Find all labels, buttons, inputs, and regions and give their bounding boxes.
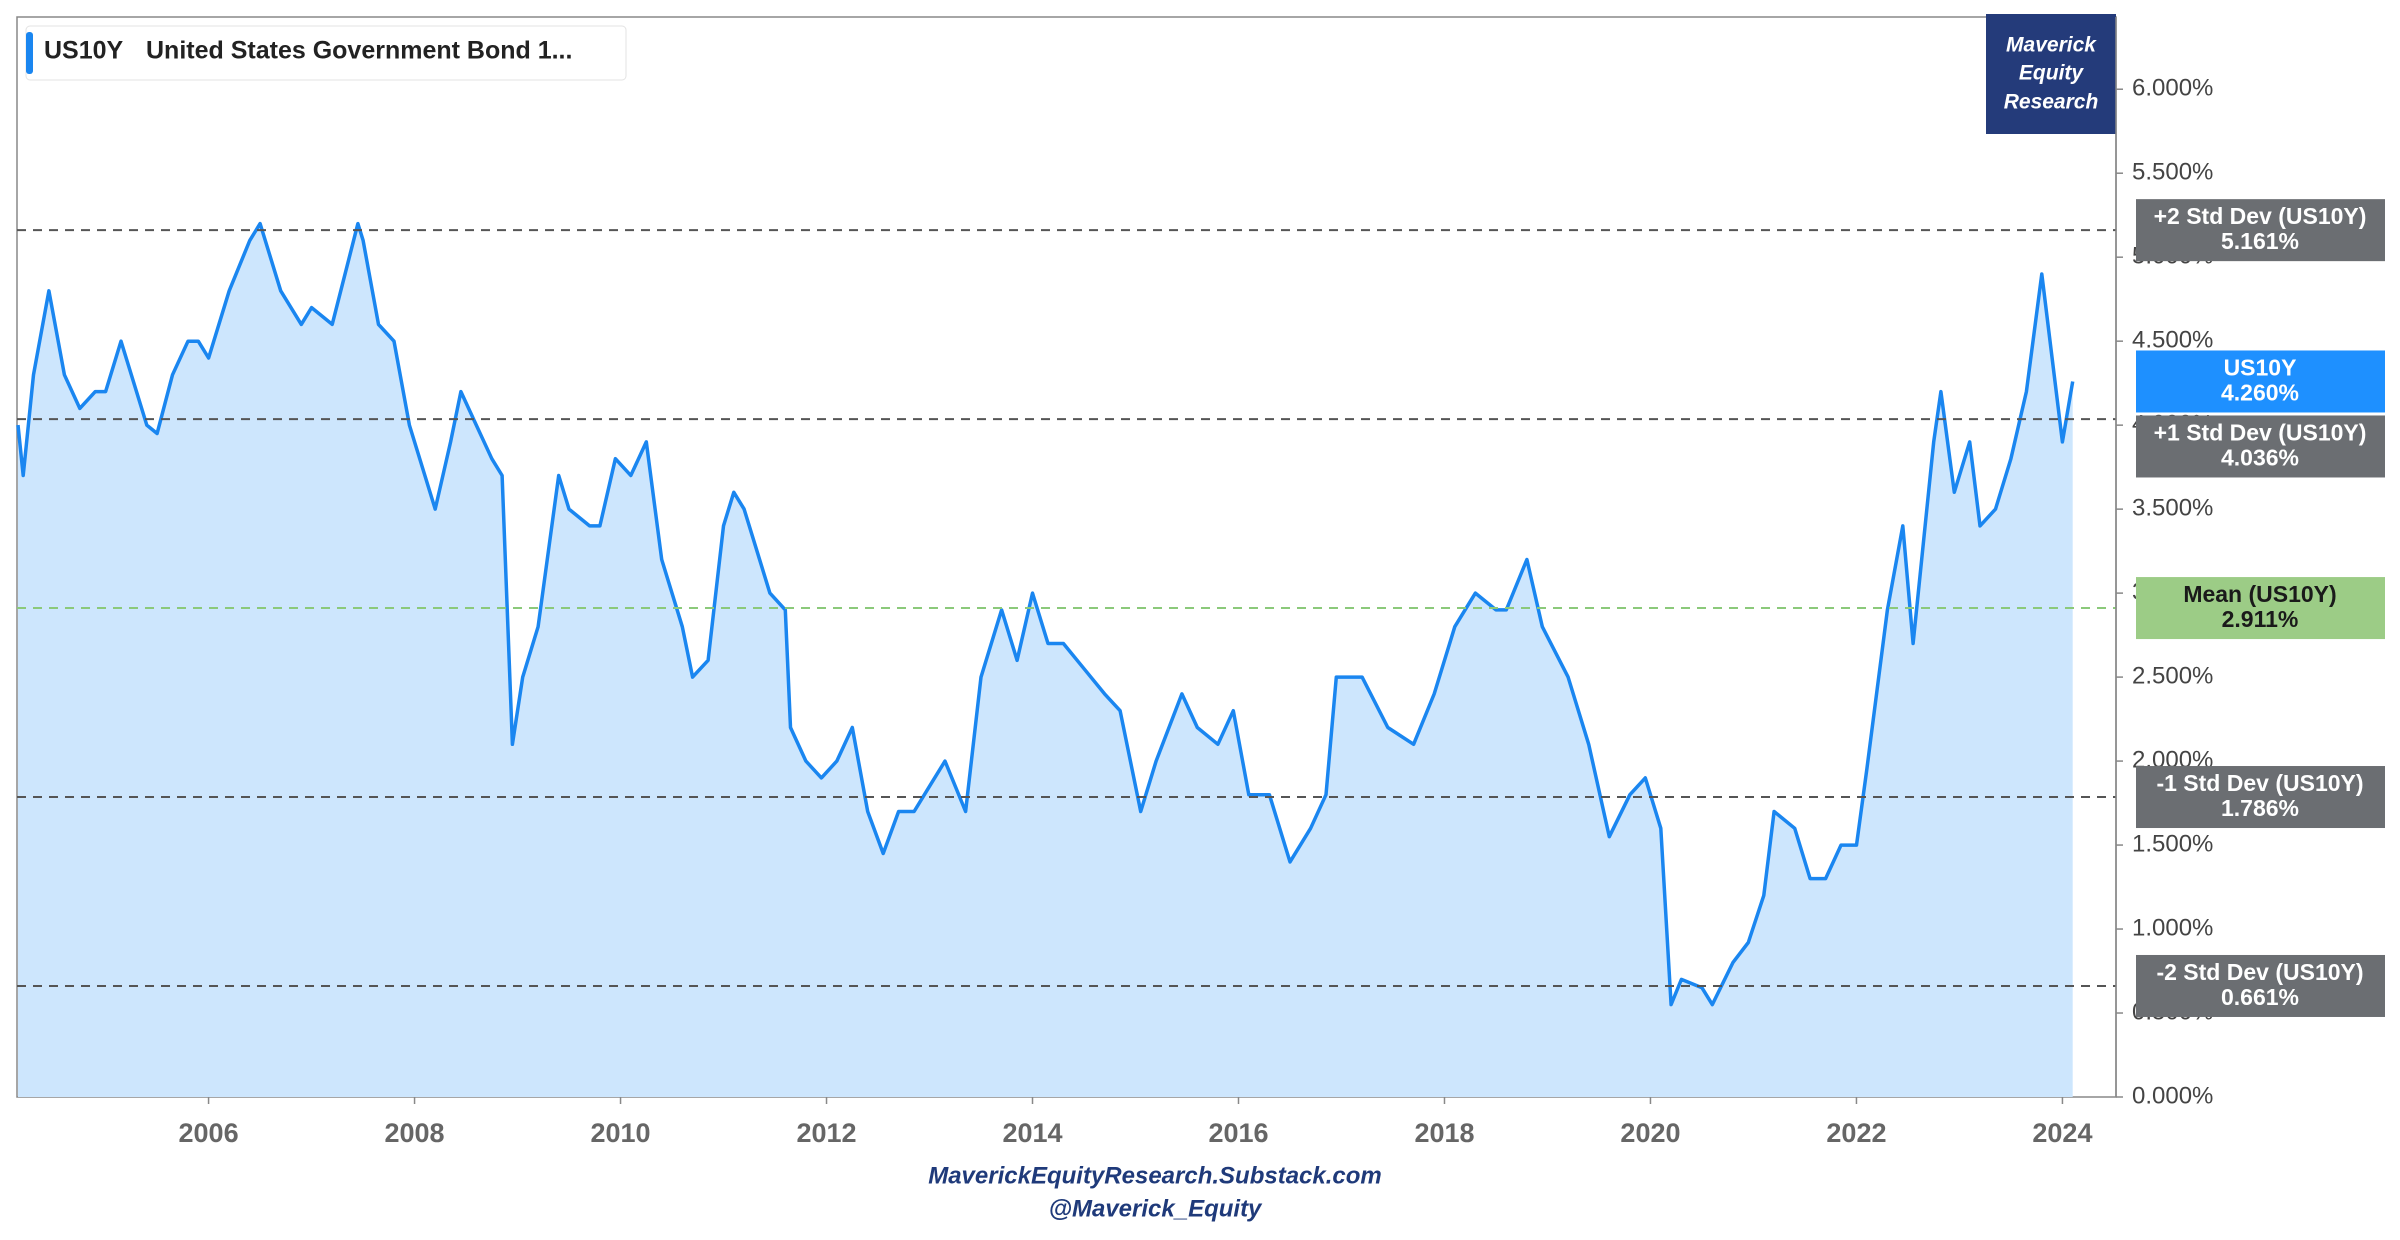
value-box — [2136, 415, 2385, 478]
watermark-text: Equity — [2019, 62, 2084, 85]
value-box — [2136, 350, 2385, 413]
line — [16, 221, 2075, 1007]
legend: US10Y United States Government Bond 1... — [25, 25, 627, 81]
x-tick-label: 2006 — [179, 1118, 239, 1148]
legend-symbol: US10Y — [44, 37, 124, 65]
y-tick-label: 5.500% — [2132, 159, 2213, 186]
y-tick-label: 1.000% — [2132, 914, 2213, 941]
x-tick-label: 2012 — [796, 1118, 856, 1148]
value-box-name: +2 Std Dev (US10Y) — [2154, 203, 2367, 229]
footer-handle: @Maverick_Equity — [1049, 1195, 1263, 1222]
y-tick-label: 2.500% — [2132, 662, 2213, 689]
x-tick-label: 2020 — [1620, 1118, 1680, 1148]
value-box-label: 2.911% — [2222, 606, 2299, 632]
x-tick-label: 2024 — [2032, 1118, 2092, 1148]
x-tick-label: 2008 — [385, 1118, 445, 1148]
x-tick-label: 2016 — [1208, 1118, 1268, 1148]
y-tick-label: 6.000% — [2132, 75, 2213, 102]
value-box-label: 0.661% — [2221, 984, 2299, 1010]
value-box — [2136, 954, 2385, 1017]
y-tick-label: 3.500% — [2132, 494, 2213, 521]
watermark-text: Research — [2004, 91, 2099, 114]
y-tick-label: 0.000% — [2132, 1082, 2213, 1109]
x-tick-label: 2018 — [1414, 1118, 1474, 1148]
value-box — [2136, 577, 2385, 640]
value-box-label: 1.786% — [2221, 795, 2299, 821]
value-box-name: US10Y — [2224, 355, 2297, 381]
x-tick-label: 2014 — [1002, 1118, 1062, 1148]
y-tick-label: 1.500% — [2132, 830, 2213, 857]
value-box-name: Mean (US10Y) — [2183, 581, 2336, 607]
value-box-label: 4.260% — [2221, 380, 2299, 406]
value-box-label: 5.161% — [2221, 228, 2299, 254]
legend-swatch — [26, 32, 33, 74]
area — [18, 223, 2073, 1098]
footer-site: MaverickEquityResearch.Substack.com — [928, 1162, 1382, 1189]
value-box — [2136, 199, 2385, 262]
plot — [16, 221, 2116, 1098]
x-tick-label: 2022 — [1826, 1118, 1886, 1148]
legend-description: United States Government Bond 1... — [146, 37, 572, 65]
x-tick-label: 2010 — [591, 1118, 651, 1148]
value-box-label: 4.036% — [2221, 445, 2299, 471]
value-box-name: -1 Std Dev (US10Y) — [2156, 770, 2363, 796]
value-box-name: -2 Std Dev (US10Y) — [2156, 959, 2363, 985]
watermark-text: Maverick — [2006, 34, 2097, 57]
watermark-box — [1986, 14, 2116, 134]
watermark: Maverick Equity Research — [1986, 14, 2116, 134]
y-tick-label: 4.500% — [2132, 327, 2213, 354]
value-box-name: +1 Std Dev (US10Y) — [2154, 420, 2367, 446]
value-box — [2136, 766, 2385, 829]
